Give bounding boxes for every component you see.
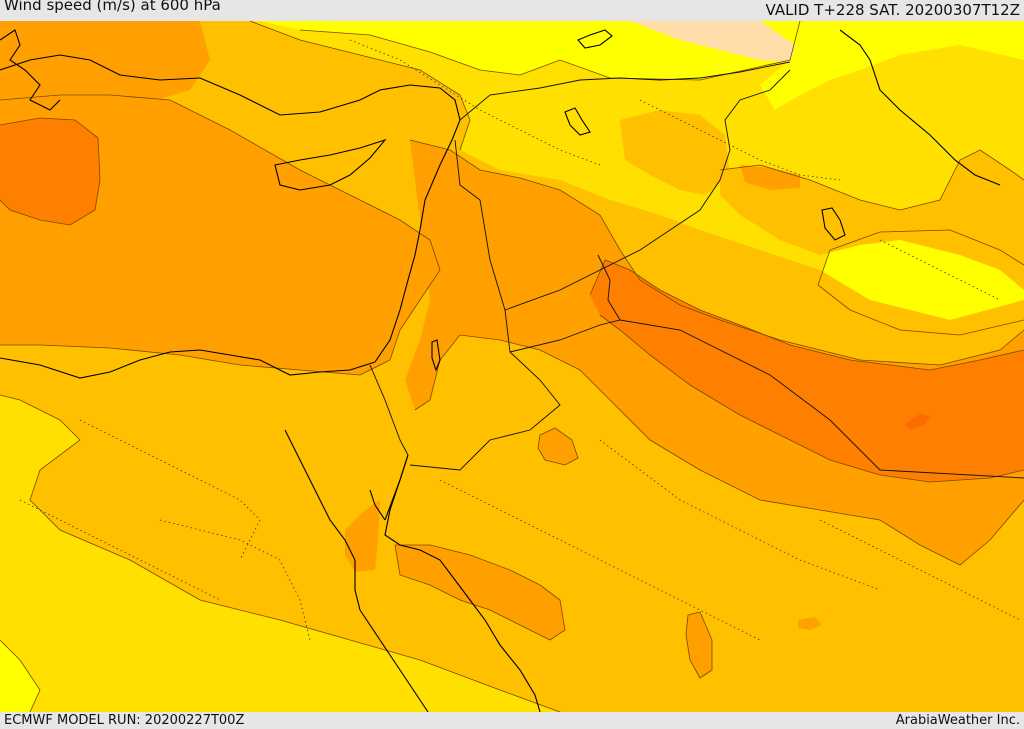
contour-yellow-pocket [817,229,1024,336]
contour-jet-upper [589,259,1024,371]
border-iraq-saudi [509,319,1024,479]
band-orange-south-blob [686,612,712,678]
dotted-boundary-central [599,439,881,591]
coast-lake-urmia [564,107,591,136]
coastlines [0,29,1001,712]
contour-central-orange [409,139,1024,366]
coast-lake-van [577,29,613,49]
dotted-boundary-east [639,99,841,181]
band-orange-west [0,95,440,375]
footer-bar: ECMWF MODEL RUN: 20200227T00Z ArabiaWeat… [0,712,1024,729]
band-orange-small-blob [798,617,822,630]
band-amber-north [620,110,730,195]
contour-east-arm [719,149,1024,211]
band-light-yellow [260,21,800,80]
coast-red-sea-east [384,454,541,712]
dotted-boundaries [19,39,1021,641]
contour-central-orange-south [414,334,1024,566]
coast-lake-east [821,207,846,241]
dotted-boundary-southeast [819,519,1021,621]
coast-aegean [0,29,61,111]
border-syria-iraq [454,69,791,311]
dotted-boundary-west [19,499,221,601]
header-bar: Wind speed (m/s) at 600 hPa VALID T+228 … [0,0,1024,21]
coast-gulf-of-aqaba [369,454,409,521]
coast-caspian [839,29,1001,186]
dotted-boundary-egypt [79,419,261,561]
contour-west-orange [0,94,441,376]
map-canvas [0,21,1024,712]
coast-anatolia [0,54,461,141]
coast-dead-sea [431,339,441,372]
band-peach [630,21,795,62]
border-egypt-sudan [369,364,409,456]
wind-contours [0,21,1024,712]
band-orange-red-sea-blob [395,545,565,640]
coast-gulf-of-suez [284,429,361,611]
country-borders [369,61,1024,479]
coast-levant [374,139,453,363]
contour-south-blob [685,611,713,679]
valid-time: VALID T+228 SAT. 20200307T12Z [765,1,1020,19]
contour-red-sea-blob [394,544,566,641]
band-orange-east-blob [740,165,800,190]
contour-jet-lower [599,314,1024,483]
contour-southwest [0,639,41,712]
band-orange-north-strip [0,21,210,105]
border-jordan-saudi [409,309,561,471]
contour-amber-south [0,394,561,712]
band-light-yellow-southwest [0,640,40,712]
model-run: ECMWF MODEL RUN: 20200227T00Z [4,713,245,728]
coast-north-africa [0,349,376,379]
coast-red-sea-west [359,609,429,712]
band-orange-sinai-blob [345,500,380,572]
coast-cyprus [274,138,387,191]
dotted-boundary-south [159,519,311,641]
contour-west-core [0,117,101,226]
map-title: Wind speed (m/s) at 600 hPa [4,0,221,14]
band-dark-orange-spot [905,414,930,430]
contour-arabia-blob [537,427,579,466]
contour-amber-north [249,21,471,151]
border-iraq-iran [597,254,621,321]
credit: ArabiaWeather Inc. [895,713,1020,728]
wind-speed-map [0,21,1024,712]
band-light-yellow-east [760,21,1024,110]
band-dark-orange-west-core [0,118,100,225]
border-turkey-syria [459,61,791,121]
dotted-boundary-saudi [439,479,761,641]
contour-light-yellow [299,21,801,81]
